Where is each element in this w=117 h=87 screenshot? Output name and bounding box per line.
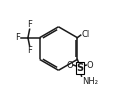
Text: F: F [27, 20, 32, 29]
Text: S: S [76, 63, 83, 73]
Text: F: F [27, 46, 32, 55]
Text: NH₂: NH₂ [82, 77, 98, 86]
Text: F: F [16, 33, 20, 42]
Text: Cl: Cl [81, 30, 89, 39]
Text: O: O [87, 61, 93, 70]
Text: O: O [67, 61, 73, 70]
